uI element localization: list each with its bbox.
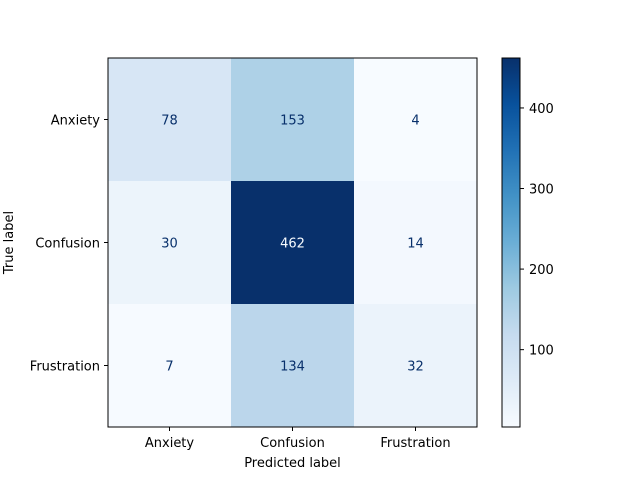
cell-value-label: 153 (280, 114, 305, 129)
colorbar-tick-label: 100 (529, 344, 554, 359)
y-axis-label: True label (2, 211, 17, 275)
y-tick-label: Frustration (30, 360, 100, 375)
cell-value-label: 78 (161, 114, 178, 129)
heatmap-cell-confusion-frustration (354, 181, 477, 304)
cell-value-labels: 78 153 4 30 462 14 7 134 32 (161, 114, 424, 375)
colorbar-tick-label: 300 (529, 183, 554, 198)
cell-value-label: 7 (165, 360, 173, 375)
y-tick-label: Confusion (35, 237, 100, 252)
heatmap-cell-frustration-frustration (354, 304, 477, 427)
cell-value-label: 32 (407, 360, 424, 375)
cell-value-label: 14 (407, 237, 424, 252)
heatmap-cell-confusion-confusion (231, 181, 354, 304)
x-axis: Anxiety Confusion Frustration (145, 427, 451, 451)
y-tick-label: Anxiety (51, 114, 101, 129)
heatmap-cell-confusion-anxiety (108, 181, 231, 304)
cell-value-label: 4 (411, 114, 419, 129)
cell-value-label: 462 (280, 237, 305, 252)
heatmap-cell-anxiety-anxiety (108, 58, 231, 181)
heatmap-cell-frustration-anxiety (108, 304, 231, 427)
heatmap-cells (108, 58, 477, 427)
cell-value-label: 30 (161, 237, 178, 252)
colorbar-ticks: 100 200 300 400 (520, 102, 554, 359)
colorbar-tick-label: 400 (529, 102, 554, 117)
x-tick-label: Frustration (380, 436, 450, 451)
colorbar (501, 57, 521, 428)
x-tick-label: Confusion (260, 436, 325, 451)
heatmap-cell-anxiety-confusion (231, 58, 354, 181)
x-axis-label: Predicted label (244, 456, 341, 471)
x-tick-label: Anxiety (145, 436, 195, 451)
colorbar-tick-label: 200 (529, 263, 554, 278)
y-axis: Anxiety Confusion Frustration (30, 114, 108, 375)
cell-value-label: 134 (280, 360, 305, 375)
heatmap-cell-anxiety-frustration (354, 58, 477, 181)
heatmap-cell-frustration-confusion (231, 304, 354, 427)
